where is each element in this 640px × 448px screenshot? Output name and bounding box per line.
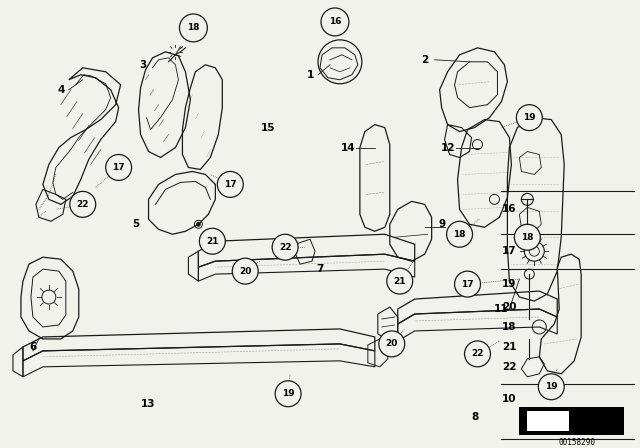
Text: 15: 15 <box>261 123 275 133</box>
Text: 9: 9 <box>438 219 445 229</box>
Circle shape <box>232 258 258 284</box>
Text: 17: 17 <box>461 280 474 289</box>
Text: 16: 16 <box>502 204 516 214</box>
Circle shape <box>516 105 542 130</box>
Text: 21: 21 <box>502 342 516 352</box>
Circle shape <box>379 331 404 357</box>
Circle shape <box>321 8 349 36</box>
Text: 20: 20 <box>385 340 398 349</box>
Circle shape <box>272 234 298 260</box>
Circle shape <box>538 374 564 400</box>
Text: 1: 1 <box>307 70 314 80</box>
Circle shape <box>275 381 301 407</box>
Circle shape <box>196 222 200 226</box>
Text: 6: 6 <box>29 342 36 352</box>
Text: 17: 17 <box>113 163 125 172</box>
Circle shape <box>447 221 472 247</box>
Circle shape <box>515 224 540 250</box>
Text: 18: 18 <box>502 322 516 332</box>
Text: 19: 19 <box>282 389 294 398</box>
Text: 22: 22 <box>502 362 516 372</box>
Circle shape <box>454 271 481 297</box>
Circle shape <box>200 228 225 254</box>
Text: 19: 19 <box>502 279 516 289</box>
Text: 7: 7 <box>316 264 324 274</box>
Text: 17: 17 <box>502 246 516 256</box>
Text: 10: 10 <box>502 394 516 404</box>
Text: 17: 17 <box>224 180 237 189</box>
Text: 20: 20 <box>239 267 252 276</box>
Circle shape <box>70 191 96 217</box>
Text: 18: 18 <box>187 23 200 32</box>
Circle shape <box>179 14 207 42</box>
Text: 18: 18 <box>521 233 534 242</box>
Circle shape <box>218 172 243 198</box>
Text: 13: 13 <box>141 399 156 409</box>
Text: 11: 11 <box>494 304 509 314</box>
Text: 21: 21 <box>394 276 406 286</box>
Text: 22: 22 <box>471 349 484 358</box>
Text: 22: 22 <box>279 243 291 252</box>
Text: 20: 20 <box>502 302 516 312</box>
Text: 21: 21 <box>206 237 219 246</box>
Text: 5: 5 <box>132 219 140 229</box>
Text: 00158290: 00158290 <box>559 438 596 447</box>
Bar <box>527 411 569 431</box>
Circle shape <box>465 341 490 367</box>
Circle shape <box>106 155 132 181</box>
Text: 22: 22 <box>77 200 89 209</box>
Circle shape <box>387 268 413 294</box>
Text: 4: 4 <box>57 85 65 95</box>
Text: 12: 12 <box>440 142 455 152</box>
Text: 19: 19 <box>545 382 557 391</box>
Text: 2: 2 <box>421 55 428 65</box>
Text: 3: 3 <box>139 60 146 70</box>
Text: 18: 18 <box>453 230 466 239</box>
Text: 19: 19 <box>523 113 536 122</box>
Text: 16: 16 <box>329 17 341 26</box>
Text: 8: 8 <box>471 412 478 422</box>
Text: 14: 14 <box>340 142 355 152</box>
Bar <box>520 407 624 435</box>
